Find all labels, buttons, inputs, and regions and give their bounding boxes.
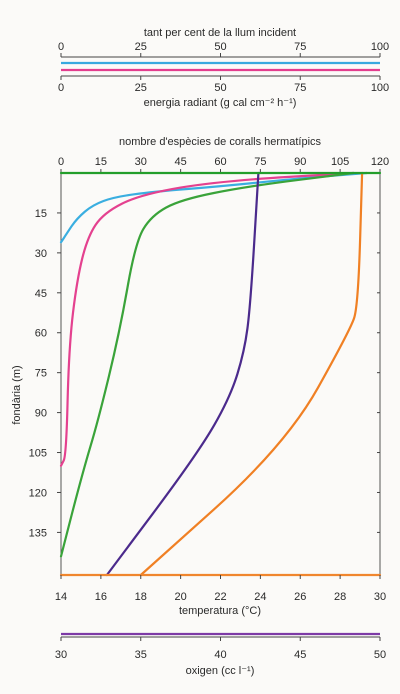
temperature-ticks: 14 16 18 20 22 24 26 28 30 (55, 575, 386, 603)
series-line-2 (59, 171, 355, 558)
oxygen-tick-label: 50 (374, 649, 386, 661)
radiant-tick-label: 100 (371, 82, 389, 94)
series-line-0 (59, 171, 368, 244)
oxygen-panel: 30 35 40 45 50 oxigen (cc l⁻¹) (55, 632, 386, 677)
depth-ticks: 15 30 45 60 75 90 105 120 135 (29, 208, 380, 539)
depth-tick-label: 135 (29, 527, 47, 539)
series-line-1 (59, 171, 355, 467)
species-tick-label: 60 (214, 156, 226, 168)
oxygen-ticks: 30 35 40 45 50 (55, 637, 386, 661)
temperature-tick-label: 22 (214, 591, 226, 603)
species-tick-label: 105 (331, 156, 349, 168)
depth-tick-label: 15 (35, 208, 47, 220)
oxygen-tick-label: 30 (55, 649, 67, 661)
depth-tick-label: 120 (29, 487, 47, 499)
species-tick-label: 90 (294, 156, 306, 168)
temperature-tick-label: 26 (294, 591, 306, 603)
radiant-tick-label: 75 (294, 82, 306, 94)
light-tick-label: 75 (294, 41, 306, 53)
temperature-tick-label: 14 (55, 591, 67, 603)
temperature-tick-label: 18 (135, 591, 147, 603)
temperature-tick-label: 24 (254, 591, 266, 603)
radiant-tick-label: 50 (214, 82, 226, 94)
depth-tick-label: 75 (35, 368, 47, 380)
species-axis-label: nombre d'espècies de coralls hermatípics (119, 136, 322, 148)
oxygen-axis-label: oxigen (cc l⁻¹) (186, 665, 255, 677)
light-top-ticks: 0 25 50 75 100 (58, 41, 389, 57)
temperature-tick-label: 16 (95, 591, 107, 603)
light-tick-label: 50 (214, 41, 226, 53)
depth-tick-label: 30 (35, 248, 47, 260)
temperature-axis-label: temperatura (°C) (179, 605, 261, 617)
depth-tick-label: 45 (35, 288, 47, 300)
species-ticks: 0 15 30 45 60 75 90 105 120 (58, 156, 389, 173)
species-tick-label: 0 (58, 156, 64, 168)
temperature-tick-label: 28 (334, 591, 346, 603)
temperature-tick-label: 20 (175, 591, 187, 603)
species-tick-label: 75 (254, 156, 266, 168)
species-tick-label: 30 (135, 156, 147, 168)
temperature-tick-label: 30 (374, 591, 386, 603)
data-curves (59, 171, 382, 577)
species-tick-label: 15 (95, 156, 107, 168)
radiant-axis-label: energia radiant (g cal cm⁻² h⁻¹) (144, 97, 297, 109)
depth-tick-label: 60 (35, 328, 47, 340)
radiant-tick-label: 0 (58, 82, 64, 94)
light-tick-label: 25 (135, 41, 147, 53)
light-tick-label: 0 (58, 41, 64, 53)
radiant-bottom-ticks: 0 25 50 75 100 (58, 76, 389, 94)
light-energy-panel: tant per cent de la llum incident 0 25 50 7… (58, 27, 389, 109)
species-tick-label: 120 (371, 156, 389, 168)
oxygen-tick-label: 45 (294, 649, 306, 661)
depth-tick-label: 105 (29, 448, 47, 460)
light-axis-label: tant per cent de la llum incident (144, 27, 296, 39)
series-line-4 (139, 171, 364, 577)
species-tick-label: 45 (175, 156, 187, 168)
series-line-3 (105, 171, 260, 577)
radiant-tick-label: 25 (135, 82, 147, 94)
depth-axis-label: fondària (m) (11, 365, 23, 424)
depth-tick-label: 90 (35, 408, 47, 420)
light-tick-label: 100 (371, 41, 389, 53)
main-chart: nombre d'espècies de coralls hermatípics… (11, 136, 389, 617)
oxygen-tick-label: 40 (214, 649, 226, 661)
oxygen-tick-label: 35 (135, 649, 147, 661)
